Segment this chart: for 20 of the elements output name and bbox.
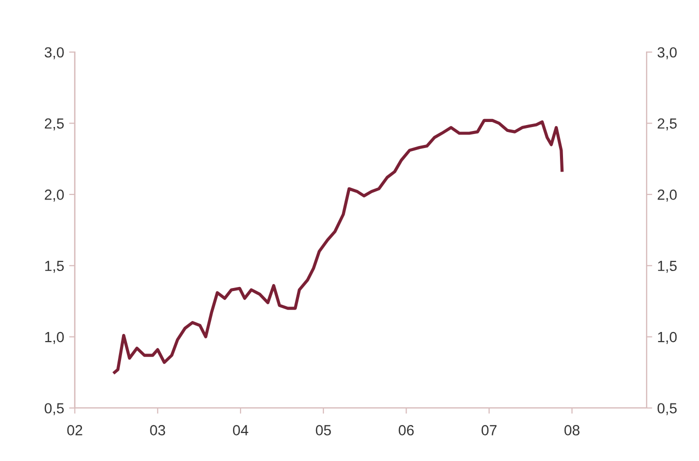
y2-tick-label: 0,5 bbox=[658, 403, 677, 416]
x-tick-label: 06 bbox=[398, 425, 414, 436]
y-tick-label: 2,0 bbox=[44, 190, 64, 202]
y2-tick-label: 2,5 bbox=[658, 118, 677, 130]
x-tick-label: 02 bbox=[67, 425, 82, 436]
y2-tick-label: 2,0 bbox=[658, 190, 677, 202]
y2-tick-label: 3,0 bbox=[658, 47, 677, 60]
y-tick-label: 3,0 bbox=[44, 47, 64, 60]
y-tick-label: 1,0 bbox=[45, 332, 64, 344]
x-tick-label: 04 bbox=[232, 425, 248, 436]
line-series bbox=[113, 118, 564, 374]
x-tick-label: 05 bbox=[316, 425, 331, 436]
x-tick-label: 08 bbox=[564, 425, 580, 436]
x-tick-label: 07 bbox=[482, 425, 497, 436]
y-tick-label: 2,5 bbox=[44, 118, 64, 130]
x-tick-label: 03 bbox=[150, 425, 166, 436]
y-tick-label: 1,5 bbox=[45, 260, 64, 273]
y2-tick-label: 1,5 bbox=[658, 260, 677, 273]
y2-tick-label: 1,0 bbox=[658, 332, 677, 344]
y-tick-label: 0,5 bbox=[44, 403, 64, 416]
